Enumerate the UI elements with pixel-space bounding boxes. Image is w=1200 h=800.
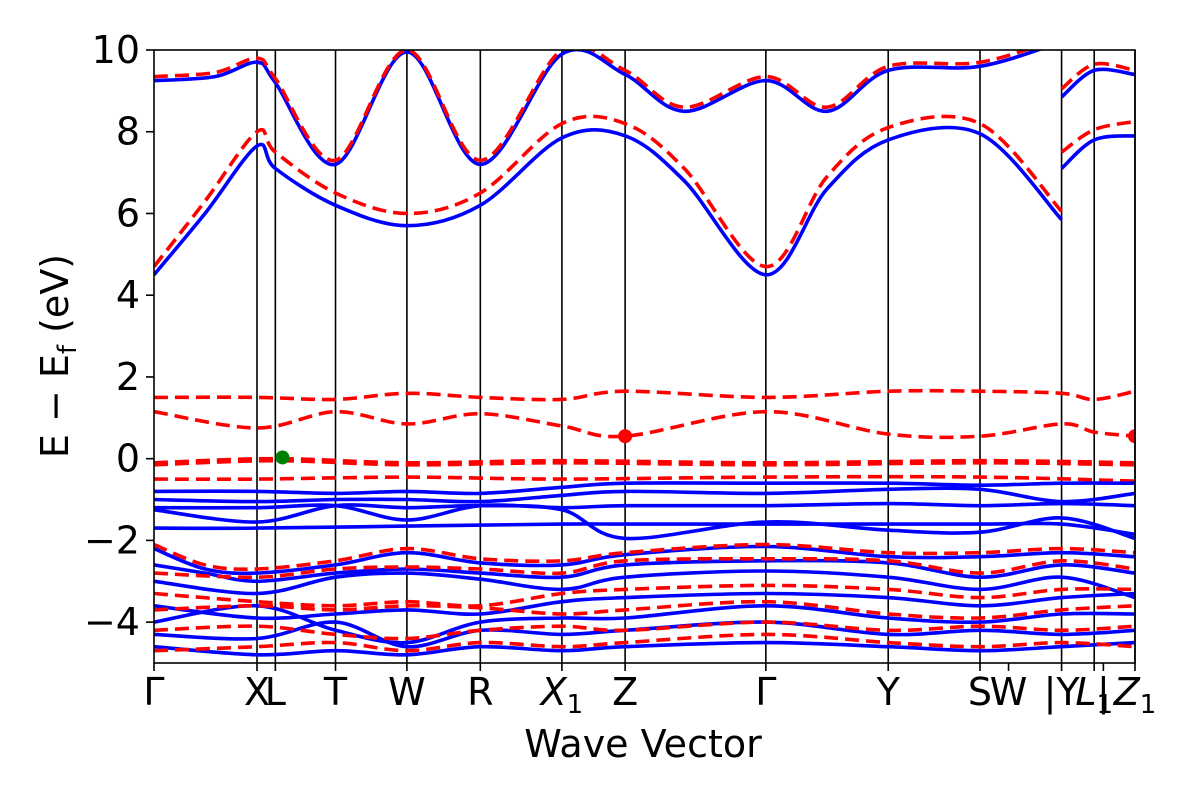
y-tick-label: 8 (116, 110, 140, 154)
band-line-dashed (154, 388, 1135, 402)
y-tick-label: −2 (84, 518, 140, 562)
band-line-solid (154, 603, 1135, 645)
band-line-dashed (154, 583, 1135, 608)
band-line-solid (154, 569, 1135, 600)
band-line-solid (1060, 67, 1135, 99)
y-axis-title-main: E − E (33, 354, 77, 458)
band-line-dashed (154, 456, 1135, 465)
band-line-dashed (154, 409, 1135, 440)
x-axis-ticks: Γ XL T W R X1 Z Γ Y SW |YL1| Z1 (143, 663, 1156, 720)
y-tick-label: 10 (92, 28, 140, 72)
y-axis-title-unit: (eV) (33, 254, 77, 345)
x-tick-label: W (990, 670, 1028, 714)
band-edge-marker (618, 429, 633, 444)
band-line-solid (154, 481, 1135, 496)
x-tick-label: L (265, 670, 286, 714)
band-line-dashed (154, 620, 1135, 641)
y-tick-label: 4 (116, 273, 140, 317)
x-tick-label: | (1097, 670, 1110, 715)
x-tick-label: Y (876, 670, 901, 714)
y-axis-ticks: −4 −2 0 2 4 6 8 10 (84, 28, 154, 644)
y-tick-label: 0 (116, 437, 140, 481)
y-tick-label: 2 (116, 355, 140, 399)
band-line-solid (154, 620, 1135, 649)
x-tick-label: X1 (539, 670, 584, 720)
y-tick-label: −4 (84, 600, 140, 644)
x-tick-label: W (388, 670, 426, 714)
band-line-solid (154, 521, 1135, 537)
band-line-dashed (154, 114, 1063, 269)
x-tick-label: L1 (1075, 670, 1113, 720)
band-line-dashed (154, 599, 1135, 620)
x-tick-label: |Y (1044, 670, 1081, 715)
band-edge-markers (275, 429, 1135, 465)
band-line-dashed (154, 632, 1135, 653)
x-tick-label: S (968, 670, 992, 714)
y-axis-title-sub: f (53, 344, 83, 354)
band-line-solid (154, 640, 1135, 657)
band-line-solid (154, 50, 1044, 167)
x-tick-label: Γ (143, 670, 164, 714)
band-line-dashed (154, 474, 1135, 483)
plot-frame (153, 49, 1136, 664)
band-edge-marker (275, 450, 290, 465)
x-axis-title: Wave Vector (524, 722, 762, 766)
band-line-solid (154, 558, 1135, 584)
x-tick-label: X (244, 670, 270, 714)
band-line-solid (154, 125, 1063, 277)
band-line-solid (154, 544, 1135, 576)
band-series (154, 50, 1135, 657)
band-line-solid (1060, 134, 1135, 170)
band-line-solid (154, 501, 1135, 522)
x-tick-label: Z (612, 670, 638, 714)
band-line-dashed (154, 458, 1135, 467)
band-line-dashed (1060, 119, 1135, 154)
band-line-dashed (154, 556, 1135, 580)
y-tick-label: 6 (116, 191, 140, 235)
x-tick-label: Γ (755, 670, 776, 714)
band-line-dashed (154, 50, 1032, 163)
band-line-dashed (1060, 61, 1135, 91)
x-tick-label: T (323, 670, 348, 714)
x-tick-label: Z1 (1113, 670, 1157, 720)
band-line-solid (154, 503, 1135, 541)
band-line-solid (154, 591, 1135, 621)
x-tick-label: R (467, 670, 493, 714)
band-edge-marker (1128, 429, 1135, 444)
band-line-solid (154, 486, 1135, 504)
y-axis-title: E − Ef (eV) (33, 254, 83, 458)
